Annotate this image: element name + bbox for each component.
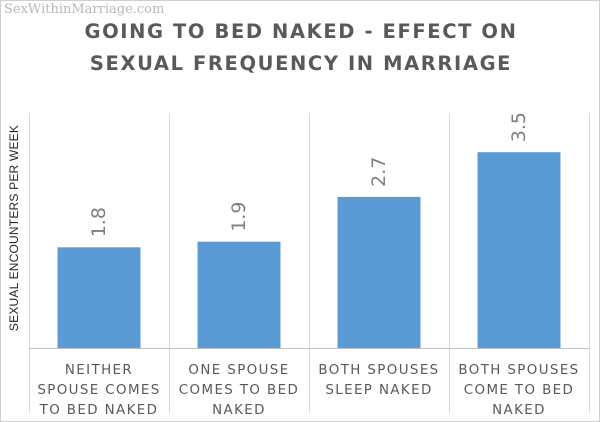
bar-1 <box>57 247 141 348</box>
category-label-4-line-3: NAKED <box>492 403 546 418</box>
category-labels: NEITHER SPOUSE COMES TO BED NAKED ONE SPOUS… <box>37 363 579 418</box>
category-label-1-line-1: NEITHER <box>65 363 133 378</box>
category-label-2-line-3: NAKED <box>212 403 266 418</box>
bar-2 <box>197 241 281 348</box>
category-label-2-line-1: ONE SPOUSE <box>188 363 289 378</box>
category-label-1-line-3: TO BED NAKED <box>39 403 159 418</box>
category-label-4-line-2: COME TO BED <box>464 383 575 398</box>
chart-title-line-2: SEXUAL FREQUENCY IN MARRIAGE <box>90 52 512 75</box>
category-label-1-line-2: SPOUSE COMES <box>37 383 160 398</box>
category-label-3-line-1: BOTH SPOUSES <box>318 363 439 378</box>
value-label-2: 1.9 <box>228 201 250 231</box>
chart-title-line-1: GOING TO BED NAKED - EFFECT ON <box>84 20 517 43</box>
value-label-4: 3.5 <box>508 112 530 142</box>
bar-3 <box>337 196 421 348</box>
bar-4 <box>477 152 561 348</box>
category-label-3-line-2: SLEEP NAKED <box>325 383 432 398</box>
value-labels: 1.8 1.9 2.7 3.5 <box>88 112 530 237</box>
y-axis-label: SEXUAL ENCOUNTERS PER WEEK <box>7 125 21 331</box>
category-label-2-line-2: COMES TO BED <box>179 383 299 398</box>
bars <box>57 152 561 348</box>
watermark: SexWithinMarriage.com <box>4 2 165 17</box>
plot-grid <box>29 113 590 413</box>
value-label-1: 1.8 <box>88 207 110 237</box>
category-label-4-line-1: BOTH SPOUSES <box>458 363 579 378</box>
chart-title: GOING TO BED NAKED - EFFECT ON SEXUAL FR… <box>84 20 517 75</box>
value-label-3: 2.7 <box>368 157 390 187</box>
